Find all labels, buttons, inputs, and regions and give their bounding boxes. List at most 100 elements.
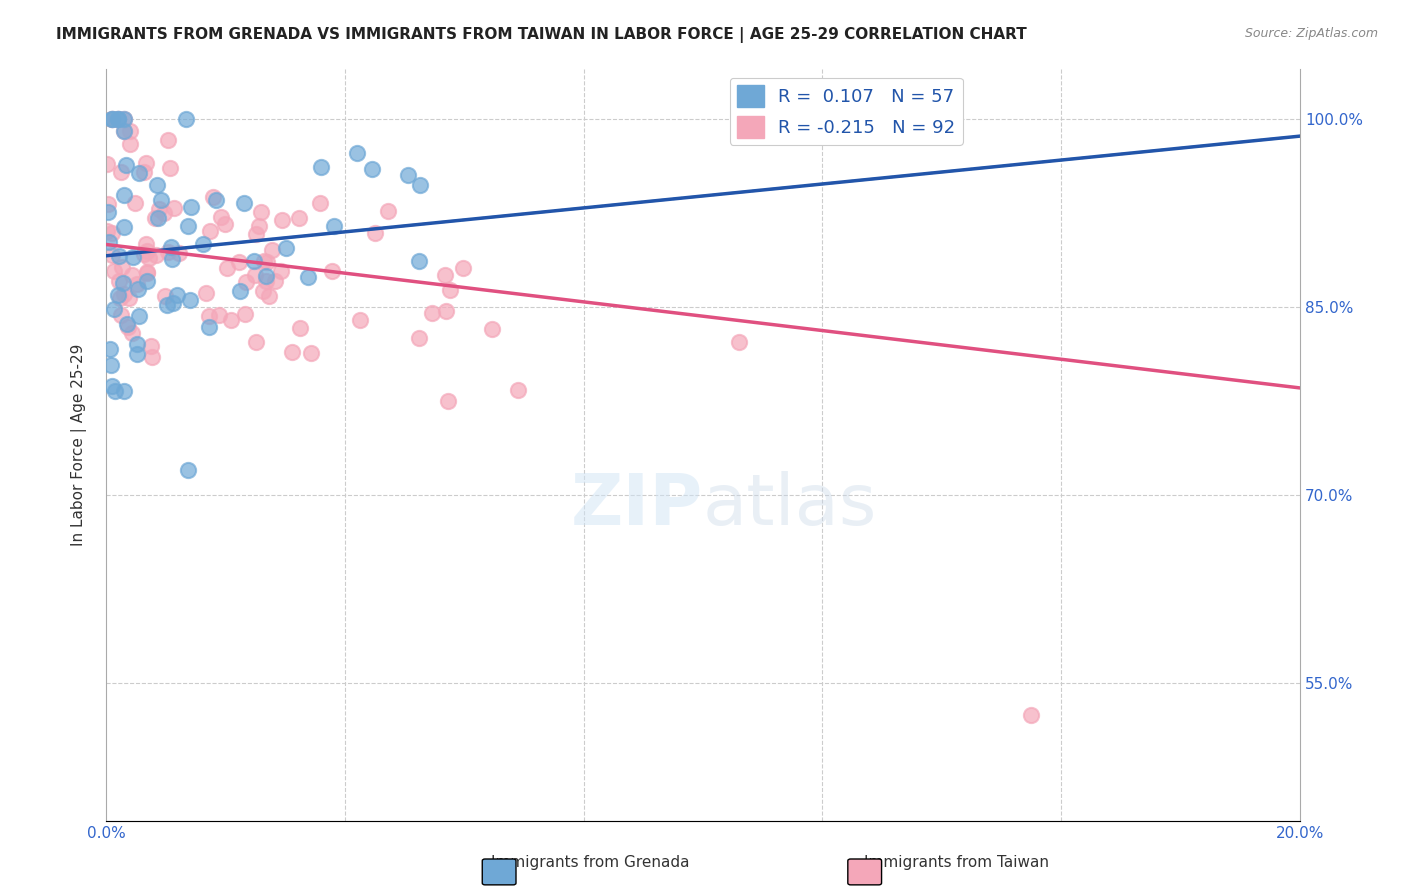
Point — [128, 166, 150, 180]
Point — [290, 320, 312, 334]
Point — [200, 224, 222, 238]
Y-axis label: In Labor Force | Age 25-29: In Labor Force | Age 25-29 — [72, 343, 87, 546]
Point — [436, 394, 458, 409]
Point — [135, 274, 157, 288]
Point — [176, 112, 198, 126]
Point — [134, 247, 156, 261]
Legend: R =  0.107   N = 57, R = -0.215   N = 92: R = 0.107 N = 57, R = -0.215 N = 92 — [730, 78, 963, 145]
Point — [127, 282, 149, 296]
Point — [117, 319, 139, 334]
Point — [138, 251, 160, 265]
Point — [297, 270, 319, 285]
Point — [434, 268, 457, 283]
Point — [221, 312, 243, 326]
Text: Immigrants from Grenada: Immigrants from Grenada — [491, 855, 690, 870]
Point — [252, 284, 274, 298]
Point — [321, 264, 343, 278]
Point — [243, 253, 266, 268]
Point — [107, 112, 129, 126]
Point — [156, 298, 179, 312]
Point — [228, 285, 250, 299]
Point — [121, 251, 143, 265]
Point — [166, 287, 188, 301]
Point — [97, 205, 120, 219]
Point — [157, 244, 180, 259]
Point — [257, 289, 280, 303]
Text: atlas: atlas — [703, 471, 877, 540]
Point — [309, 160, 332, 174]
Point — [118, 136, 141, 151]
Point — [323, 219, 346, 233]
Point — [98, 342, 121, 356]
Point — [107, 112, 129, 126]
Point — [107, 287, 129, 301]
Point — [299, 346, 322, 360]
Point — [159, 161, 181, 175]
Point — [270, 212, 292, 227]
Point — [108, 249, 131, 263]
Point — [1021, 707, 1043, 722]
Point — [252, 253, 274, 268]
Point — [125, 347, 148, 361]
Point — [396, 168, 419, 182]
Point — [245, 227, 267, 241]
Point — [112, 384, 135, 399]
Point — [125, 337, 148, 351]
Point — [128, 310, 150, 324]
Point — [198, 319, 221, 334]
Point — [215, 260, 238, 275]
Text: Immigrants from Taiwan: Immigrants from Taiwan — [863, 855, 1049, 870]
Point — [108, 274, 131, 288]
Point — [193, 237, 215, 252]
Point — [107, 112, 129, 126]
Point — [112, 112, 135, 126]
Point — [111, 276, 134, 290]
Point — [232, 196, 254, 211]
Point — [162, 295, 184, 310]
Point — [101, 112, 124, 126]
Point — [145, 178, 167, 192]
Point — [349, 313, 371, 327]
Point — [160, 252, 183, 266]
Point — [235, 275, 257, 289]
Point — [205, 193, 228, 207]
Point — [288, 211, 311, 226]
Point — [145, 248, 167, 262]
Point — [408, 254, 430, 268]
Point — [112, 188, 135, 202]
Point — [115, 158, 138, 172]
Point — [274, 241, 297, 255]
Point — [202, 190, 225, 204]
Point — [101, 112, 124, 126]
Point — [408, 331, 430, 345]
Point — [481, 321, 503, 335]
Point — [156, 133, 179, 147]
Point — [136, 244, 159, 258]
Point — [124, 196, 146, 211]
Text: ZIP: ZIP — [571, 471, 703, 540]
Point — [103, 264, 125, 278]
Point — [97, 196, 120, 211]
Point — [149, 193, 172, 207]
Point — [167, 246, 190, 260]
Point — [146, 211, 169, 225]
Point — [346, 146, 368, 161]
Point — [728, 335, 751, 350]
Point — [180, 200, 202, 214]
Text: IMMIGRANTS FROM GRENADA VS IMMIGRANTS FROM TAIWAN IN LABOR FORCE | AGE 25-29 COR: IMMIGRANTS FROM GRENADA VS IMMIGRANTS FR… — [56, 27, 1026, 43]
Point — [309, 195, 332, 210]
Point — [228, 254, 250, 268]
Point — [139, 339, 162, 353]
Point — [264, 274, 287, 288]
Point — [132, 165, 155, 179]
Point — [247, 219, 270, 233]
Point — [434, 303, 457, 318]
Point — [117, 318, 139, 332]
Point — [214, 217, 236, 231]
Point — [121, 326, 143, 341]
Point — [112, 220, 135, 235]
Point — [104, 384, 127, 399]
Point — [439, 284, 461, 298]
Point — [148, 202, 170, 216]
Point — [98, 235, 121, 249]
